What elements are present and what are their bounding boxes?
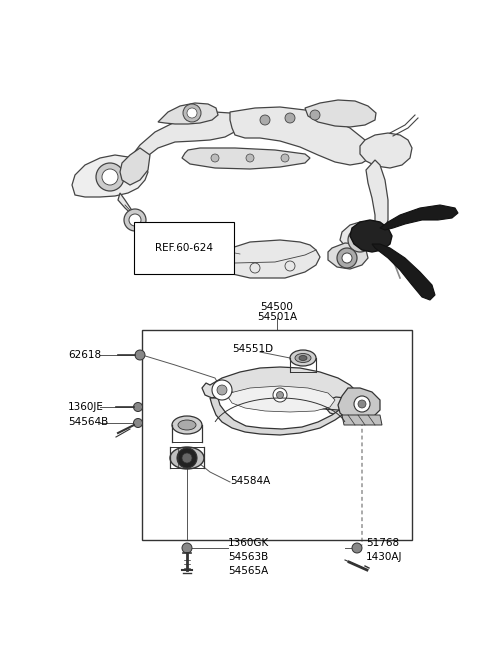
Circle shape [352,543,362,553]
Polygon shape [380,205,458,230]
Circle shape [211,154,219,162]
Polygon shape [360,133,412,168]
Polygon shape [72,155,148,197]
Ellipse shape [295,354,311,362]
Text: 1360GK: 1360GK [228,538,269,548]
Circle shape [182,543,192,553]
Polygon shape [118,193,320,278]
Polygon shape [340,160,388,250]
Text: 62618: 62618 [68,350,101,360]
Circle shape [124,209,146,231]
Ellipse shape [178,420,196,430]
Circle shape [276,392,284,398]
Text: 54500: 54500 [261,302,293,312]
Polygon shape [342,415,382,425]
Circle shape [246,154,254,162]
Ellipse shape [290,350,316,366]
Polygon shape [350,220,392,252]
Polygon shape [158,103,218,124]
Circle shape [285,113,295,123]
Text: 1360JE: 1360JE [68,402,104,412]
Polygon shape [230,107,372,165]
Circle shape [96,163,124,191]
Ellipse shape [172,416,202,434]
Circle shape [354,396,370,412]
Polygon shape [120,148,150,185]
Polygon shape [130,112,243,162]
Text: 54563B: 54563B [228,552,268,562]
Circle shape [183,104,201,122]
Polygon shape [328,243,368,269]
Text: 54584A: 54584A [230,476,270,486]
Text: 51768: 51768 [366,538,399,548]
Polygon shape [338,388,380,422]
Circle shape [182,453,192,463]
Polygon shape [372,244,435,300]
Circle shape [260,115,270,125]
Circle shape [354,234,366,246]
Polygon shape [202,367,362,416]
Text: 54565A: 54565A [228,566,268,576]
Ellipse shape [170,447,204,469]
Circle shape [133,419,143,428]
Text: 1430AJ: 1430AJ [366,552,403,562]
Polygon shape [228,386,335,412]
Circle shape [177,448,197,468]
Circle shape [273,388,287,402]
Circle shape [337,248,357,268]
Circle shape [358,400,366,408]
Circle shape [342,253,352,263]
Circle shape [212,380,232,400]
Circle shape [217,385,227,395]
Circle shape [135,350,145,360]
Polygon shape [210,398,350,435]
Circle shape [133,403,143,411]
Text: 54564B: 54564B [68,417,108,427]
Circle shape [129,214,141,226]
Circle shape [281,154,289,162]
Text: REF.60-624: REF.60-624 [155,243,213,253]
Polygon shape [182,148,310,169]
Polygon shape [305,100,376,127]
Circle shape [348,228,372,252]
Circle shape [102,169,118,185]
Circle shape [187,108,197,118]
Text: 54551D: 54551D [232,344,273,354]
Bar [142,330,412,540]
Ellipse shape [299,356,307,360]
Circle shape [310,110,320,120]
Text: 54501A: 54501A [257,312,297,322]
